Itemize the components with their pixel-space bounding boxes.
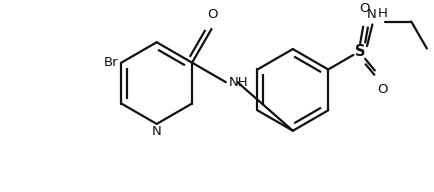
Text: S: S (355, 44, 365, 59)
Text: Br: Br (104, 56, 118, 69)
Text: O: O (207, 8, 218, 21)
Text: O: O (359, 2, 369, 15)
Text: N: N (152, 125, 161, 138)
Text: NH: NH (229, 76, 248, 89)
Text: N: N (366, 7, 376, 21)
Text: O: O (377, 83, 388, 96)
Text: H: H (378, 7, 388, 20)
